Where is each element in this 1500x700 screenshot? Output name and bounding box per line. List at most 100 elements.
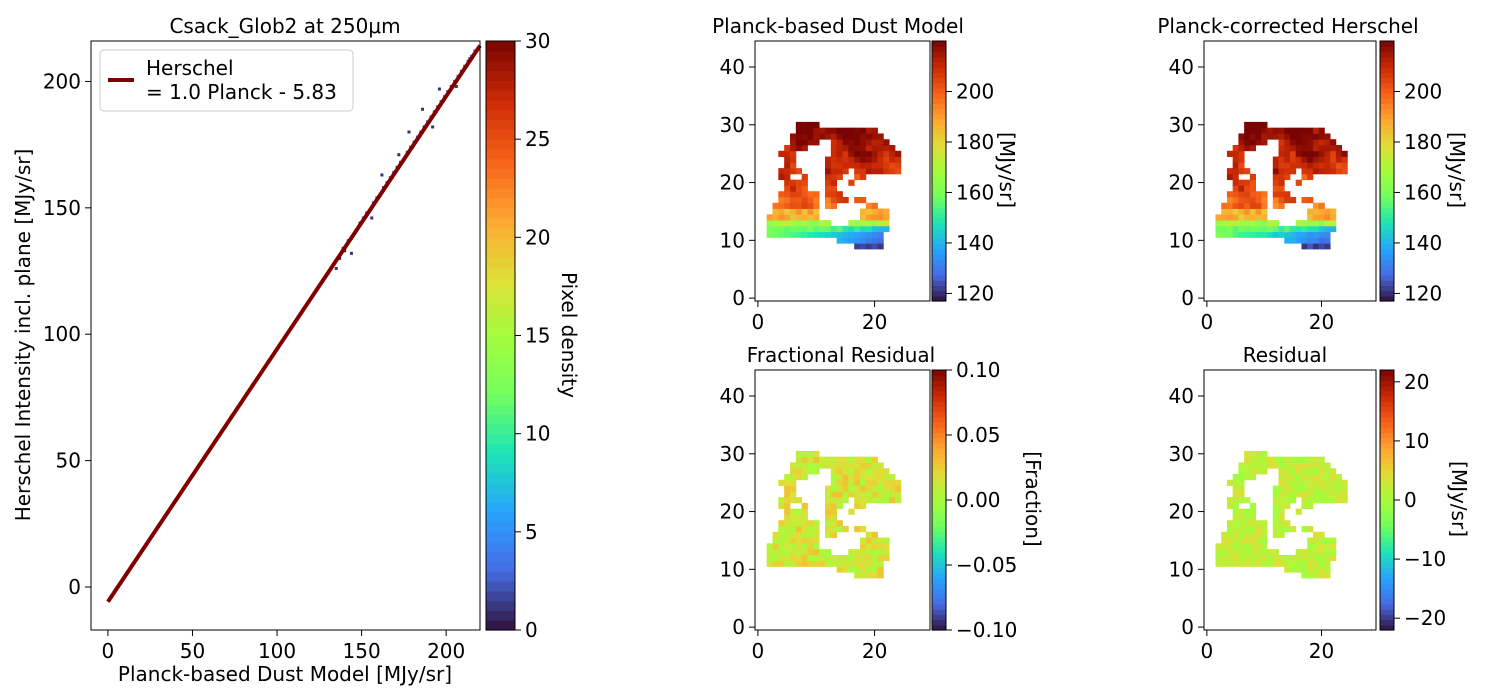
map-pixel (1255, 127, 1262, 134)
colorbar-segment (1380, 176, 1394, 182)
map-pixel (842, 560, 849, 567)
map-pixel (801, 197, 808, 204)
map-pixel (842, 237, 849, 244)
map-pixel (795, 168, 803, 175)
map-pixel (807, 127, 814, 134)
map-pixel (842, 485, 849, 492)
colorbar-segment (932, 624, 946, 631)
colorbar-segment (932, 474, 946, 480)
map-pixel (1267, 549, 1274, 556)
map-pixel (1232, 560, 1239, 567)
map-pixel (830, 491, 838, 498)
map-pixel (1238, 156, 1245, 163)
map-pixel (1244, 191, 1251, 198)
colorbar-segment (486, 355, 515, 366)
map-pixel (766, 220, 773, 227)
map-pixel (895, 497, 902, 504)
map-pixel (1232, 554, 1239, 562)
colorbar-segment (486, 158, 515, 170)
colorbar-segment (932, 160, 946, 167)
map-pixel (1290, 479, 1297, 486)
map-pixel (778, 202, 785, 209)
map-pixel (790, 191, 797, 198)
colorbar-segment (486, 247, 515, 258)
colorbar-segment (486, 99, 515, 111)
map-pixel (784, 145, 791, 152)
colorbar-segment (1380, 165, 1394, 172)
colorbar-segment (932, 500, 946, 506)
map-pixel (830, 202, 838, 209)
colorbar-segment (932, 212, 946, 219)
map-pixel (825, 485, 832, 492)
map-pixel (877, 554, 884, 562)
map-pixel (1255, 549, 1262, 556)
map-pixel (1215, 554, 1222, 562)
map-pixel (1307, 197, 1314, 204)
colorbar-tick-label: 25 (525, 127, 550, 151)
map-pixel (784, 508, 791, 515)
map-pixel (860, 572, 867, 579)
colorbar-segment (932, 510, 946, 517)
map-pixel (1221, 531, 1228, 538)
map-pixel (1272, 549, 1279, 556)
y-tick-label: 40 (720, 55, 745, 79)
map-pixel (1307, 214, 1314, 221)
map-pixel (848, 554, 855, 562)
map-pixel (795, 179, 803, 186)
map-pixel (1307, 502, 1314, 510)
map-pixel (1232, 549, 1239, 556)
colorbar-segment (932, 56, 946, 63)
map-pixel (807, 231, 814, 238)
map-pixel (784, 485, 791, 492)
map-pixel (854, 497, 861, 504)
map-pixel (1272, 497, 1279, 504)
map-pixel (1272, 133, 1279, 140)
colorbar-tick-label: 0.05 (956, 423, 1001, 447)
colorbar-segment (1380, 531, 1394, 537)
map-pixel (848, 560, 855, 567)
map-pixel (795, 456, 803, 463)
colorbar-segment (932, 541, 946, 548)
map-pixel (830, 531, 838, 538)
map-pixel (1261, 543, 1268, 550)
colorbar-segment (1380, 552, 1394, 558)
map-pixel (854, 168, 861, 175)
map-pixel (1244, 168, 1251, 175)
colorbar-segment (932, 448, 946, 454)
colorbar-segment (932, 280, 946, 286)
map-pixel (813, 208, 820, 215)
map-pixel (877, 474, 884, 481)
colorbar-segment (486, 139, 515, 150)
map-pixel (1284, 497, 1291, 504)
colorbar-segment (932, 228, 946, 234)
colorbar-segment (486, 276, 515, 288)
map-pixel (1221, 537, 1228, 544)
map-pixel (1232, 537, 1239, 544)
map-pixel (819, 133, 826, 140)
map-pixel (807, 191, 814, 198)
map-pixel (871, 572, 878, 579)
colorbar-segment (1380, 259, 1394, 266)
map-pixel (1318, 202, 1325, 209)
map-pixel (1318, 549, 1325, 556)
colorbar-segment (486, 237, 515, 248)
map-pixel (784, 185, 791, 192)
map-pixel (1244, 497, 1251, 504)
map-pixel (1330, 554, 1337, 562)
map-pixel (784, 531, 791, 538)
map-pixel (1312, 243, 1320, 250)
colorbar-segment (486, 60, 515, 72)
map-pixel (1232, 520, 1239, 527)
map-pixel (895, 479, 902, 486)
map-pixel (877, 479, 884, 486)
map-pixel (1249, 139, 1256, 146)
map-pixel (865, 479, 873, 486)
map-pixel (1278, 156, 1285, 163)
map-pixel (1278, 502, 1285, 510)
map-pixel (1232, 179, 1239, 186)
map-pixel (1261, 191, 1268, 198)
map-pixel (795, 121, 803, 129)
colorbar-segment (486, 296, 515, 307)
y-tick-label: 30 (1169, 442, 1194, 466)
map-pixel (1284, 560, 1291, 567)
